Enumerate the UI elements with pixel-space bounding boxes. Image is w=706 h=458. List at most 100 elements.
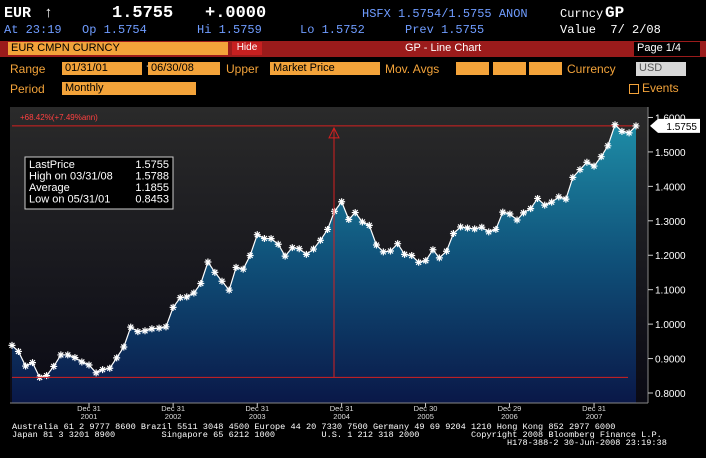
point-marker — [99, 366, 107, 374]
point-marker — [106, 364, 114, 372]
point-marker — [197, 279, 205, 287]
x-tick-label: Dec 31 — [330, 404, 354, 413]
point-marker — [372, 241, 380, 249]
point-marker — [120, 343, 128, 351]
point-marker — [253, 231, 261, 239]
point-marker — [281, 252, 289, 260]
currency-field[interactable]: USD — [636, 62, 686, 76]
point-marker — [302, 250, 310, 258]
point-marker — [604, 142, 612, 150]
point-marker — [338, 198, 346, 206]
footer-line: Australia 61 2 9777 8600 Brazil 5511 304… — [12, 422, 616, 432]
point-marker — [555, 193, 563, 201]
upper-field[interactable]: Market Price — [270, 62, 380, 75]
point-marker — [310, 245, 318, 253]
point-marker — [295, 245, 303, 253]
point-marker — [29, 359, 37, 367]
point-marker — [611, 121, 619, 129]
point-marker — [190, 289, 198, 297]
high: Hi 1.5759 — [197, 23, 262, 37]
point-marker — [288, 244, 296, 252]
stats-label: Low on 05/31/01 — [29, 194, 110, 206]
arrow-head — [328, 126, 340, 139]
stats-value: 0.8453 — [135, 194, 169, 206]
point-marker — [169, 303, 177, 311]
x-tick-label: 2005 — [417, 412, 434, 421]
point-marker — [274, 240, 282, 248]
chart: +68.42%(+7.49%ann) LastPrice 1.5755 High on… — [8, 107, 700, 421]
point-marker — [225, 286, 233, 294]
period-label: Period — [10, 82, 45, 96]
point-marker — [534, 194, 542, 202]
point-marker — [435, 254, 443, 262]
events-label: Events — [642, 81, 679, 95]
change: +.0000 — [205, 4, 267, 23]
point-marker — [625, 129, 633, 137]
x-tick-label: 2007 — [586, 412, 603, 421]
point-marker — [618, 127, 626, 135]
mov-avg-2[interactable] — [493, 62, 526, 75]
x-tick-label: Dec 31 — [161, 404, 185, 413]
point-marker — [471, 225, 479, 233]
last-price-tag-label: 1.5755 — [666, 122, 697, 133]
y-tick-label: 0.8000 — [655, 389, 686, 400]
x-tick-label: Dec 31 — [77, 404, 101, 413]
stats-box — [24, 156, 174, 210]
point-marker — [379, 248, 387, 256]
security-field[interactable]: EUR CMPN CURNCY — [8, 42, 228, 55]
point-marker — [162, 323, 170, 331]
prev: Prev 1.5755 — [405, 23, 485, 37]
point-marker — [506, 210, 514, 218]
point-marker — [14, 347, 22, 355]
point-marker — [267, 235, 275, 243]
y-tick-label: 0.9000 — [655, 355, 686, 366]
mov-avg-3[interactable] — [529, 62, 562, 75]
point-marker — [239, 265, 247, 273]
point-marker — [463, 224, 471, 232]
market: Curncy — [560, 7, 604, 21]
point-marker — [408, 252, 416, 260]
x-tick-label: 2002 — [165, 412, 182, 421]
point-marker — [50, 362, 58, 370]
upper-label: Upper — [226, 62, 259, 76]
point-marker — [92, 369, 100, 377]
x-tick-label: Dec 30 — [414, 404, 438, 413]
point-marker — [583, 158, 591, 166]
y-tick-label: 1.5000 — [655, 148, 686, 159]
area-fill — [12, 124, 636, 403]
events-checkbox[interactable] — [629, 84, 639, 94]
point-marker — [443, 247, 451, 255]
page-indicator[interactable]: Page 1/4 — [634, 42, 700, 56]
mov-avg-1[interactable] — [456, 62, 489, 75]
point-marker — [183, 293, 191, 301]
function: GP — [605, 4, 625, 22]
range-label: Range — [10, 62, 46, 76]
point-marker — [218, 277, 226, 285]
ticker: EUR — [4, 5, 32, 22]
point-marker — [8, 341, 16, 349]
point-marker — [260, 235, 268, 243]
screen-title: GP - Line Chart — [405, 42, 482, 54]
y-tick-label: 1.2000 — [655, 251, 686, 262]
point-marker — [176, 294, 184, 302]
hide-button[interactable]: Hide — [232, 42, 262, 55]
end-date[interactable]: 06/30/08 — [148, 62, 220, 75]
point-marker — [527, 205, 535, 213]
point-marker — [387, 247, 395, 255]
point-marker — [85, 361, 93, 369]
point-marker — [57, 351, 65, 359]
stats-value: 1.5788 — [135, 171, 169, 183]
point-marker — [141, 327, 149, 335]
period-field[interactable]: Monthly — [62, 82, 196, 95]
point-marker — [365, 221, 373, 229]
point-marker — [78, 358, 86, 366]
point-marker — [457, 223, 465, 231]
change-annotation: +68.42%(+7.49%ann) — [20, 113, 98, 122]
open: Op 1.5754 — [82, 23, 147, 37]
point-marker — [415, 258, 423, 266]
y-tick-label: 1.1000 — [655, 286, 686, 297]
quote: HSFX 1.5754/1.5755 ANON — [362, 7, 528, 21]
point-marker — [569, 173, 577, 181]
start-date[interactable]: 01/31/01 — [62, 62, 142, 75]
